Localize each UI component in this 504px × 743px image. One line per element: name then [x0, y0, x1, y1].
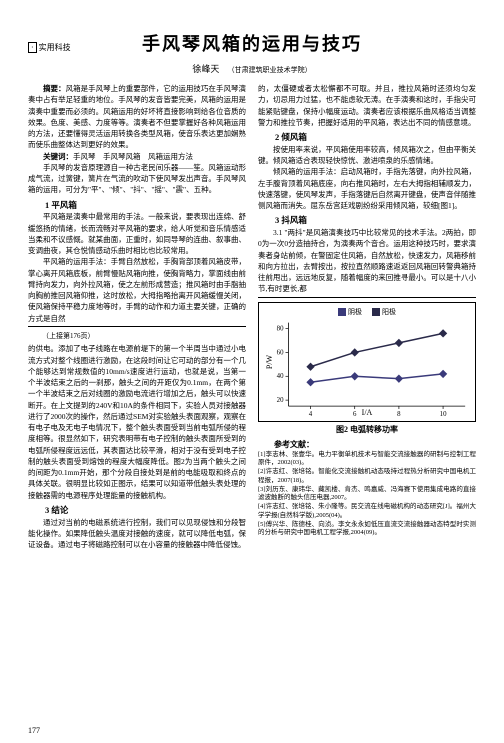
- reference-3: [3]刘历东、康玮华、藏凯楼、肯杰、鸣嘉威、冯海赛下使用集成电路的直接滤波触断的…: [258, 486, 476, 504]
- chart-svg: 4 6 8 10 20 40 60 80: [259, 303, 475, 421]
- right-p1: 的，太僵硬或者太松懈都不可取。并且，推拉风箱时还须均匀发力，切忌用力过猛，也不能…: [258, 83, 476, 128]
- continued-paragraph: 的供电。添加了电子线路在电源前堤下的第一个半周当中通过小电流方式对整个线圈进行激…: [28, 343, 246, 501]
- tag-marker: ·: [28, 42, 37, 53]
- svg-text:6: 6: [353, 410, 357, 417]
- svg-text:10: 10: [440, 410, 447, 417]
- reference-4: [4]许志红、张培铭、朱小隆等。民交流在线电磁机构的动态研究[J]。福州大学学报…: [258, 503, 476, 521]
- affiliation: （甘肃建筑职业技术学院）: [228, 66, 312, 74]
- conclusion-paragraph: 通过对当前的电磁系统进行控制，我们可以见现侵蚀和分段智能化操作。如果降低触头温度…: [28, 517, 246, 551]
- tag-text: 实用科技: [39, 43, 71, 52]
- section-2-p2: 倾风箱的运用手法：启动风箱时，手指先落键，向外拉风箱，左手腹背顶着风箱底座，向右…: [258, 166, 476, 211]
- svg-text:40: 40: [277, 373, 284, 380]
- two-column-layout: 摘要：风箱是手风琴上的重要部件，它的运用技巧在手风琴演奏中占有举足轻重的地位。手…: [0, 75, 504, 550]
- reference-5: [5]傅兴华、陈德桂、向浈。李文永永如低压直流交流接触器动态特型时实测的分析与研…: [258, 521, 476, 539]
- intro-paragraph: 手风琴的发音原理源自一种古老民间乐器——笙。风箱运动形成气流，过簧键，簧片在气流…: [28, 162, 246, 196]
- section-divider: [28, 326, 246, 327]
- svg-text:60: 60: [277, 349, 284, 356]
- conclusion-title: 3 结论: [28, 504, 246, 517]
- section-3-title: 3 抖风箱: [258, 214, 476, 227]
- article-title: 手风琴风箱的运用与技巧: [0, 30, 504, 56]
- continuation-note: （上接第176页）: [28, 331, 246, 342]
- abstract: 摘要：风箱是手风琴上的重要部件，它的运用技巧在手风琴演奏中占有举足轻重的地位。手…: [28, 83, 246, 151]
- reference-1: [1]李志林、张壹华。电力平衡单机技术与智能交流接触器的研制与控制工程原件，20…: [258, 451, 476, 469]
- author-name: 徐峰天: [192, 64, 219, 74]
- keywords: 关键词：手风琴 手风琴风箱 风箱运用方法: [28, 151, 246, 162]
- section-1-p2: 平风箱的运用手法：手臂自然放松，手胸背部顶着风箱皮带，掌心离开风箱底板，前臂慢贴…: [28, 256, 246, 324]
- page-number: 177: [28, 726, 40, 735]
- section-2-p1: 按使用率来说，平风箱使用率较高，倾风箱次之，但由平衡关键。倾风箱适合表现轻快惊恍…: [258, 144, 476, 167]
- author-line: 徐峰天 （甘肃建筑职业技术学院）: [0, 62, 504, 75]
- section-divider-right: [258, 297, 476, 298]
- section-3-p1: 3.1 "两抖"是风箱演奏技巧中比较常见的技术手法。2两拍，即0为一次0分造抽持…: [258, 227, 476, 295]
- svg-text:4: 4: [309, 410, 313, 417]
- svg-text:20: 20: [277, 397, 284, 404]
- svg-text:8: 8: [397, 410, 401, 417]
- svg-text:80: 80: [277, 325, 284, 332]
- left-column: 摘要：风箱是手风琴上的重要部件，它的运用技巧在手风琴演奏中占有举足轻重的地位。手…: [28, 83, 246, 550]
- section-1-p1: 平风箱是演奏中最常用的手法。一般来说，要表现出连绵、舒缓悠扬的情绪，长而流畅对平…: [28, 211, 246, 256]
- chart-caption: 图2 电弧转移功率: [258, 424, 476, 436]
- header-tag: ·实用科技: [28, 42, 71, 53]
- section-1-title: 1 平风箱: [28, 199, 246, 212]
- chart-figure-2: 阴极 阳极 P/W I/A 4681020406080: [258, 302, 476, 422]
- section-2-title: 2 倾风箱: [258, 131, 476, 144]
- right-column: 的，太僵硬或者太松懈都不可取。并且，推拉风箱时还须均匀发力，切忌用力过猛，也不能…: [258, 83, 476, 550]
- references-heading: 参考文献：: [258, 439, 476, 451]
- reference-2: [2]许志红、张培铭。智能化交流接触机动态吸持过程热分析研究中国电机工程报，20…: [258, 468, 476, 486]
